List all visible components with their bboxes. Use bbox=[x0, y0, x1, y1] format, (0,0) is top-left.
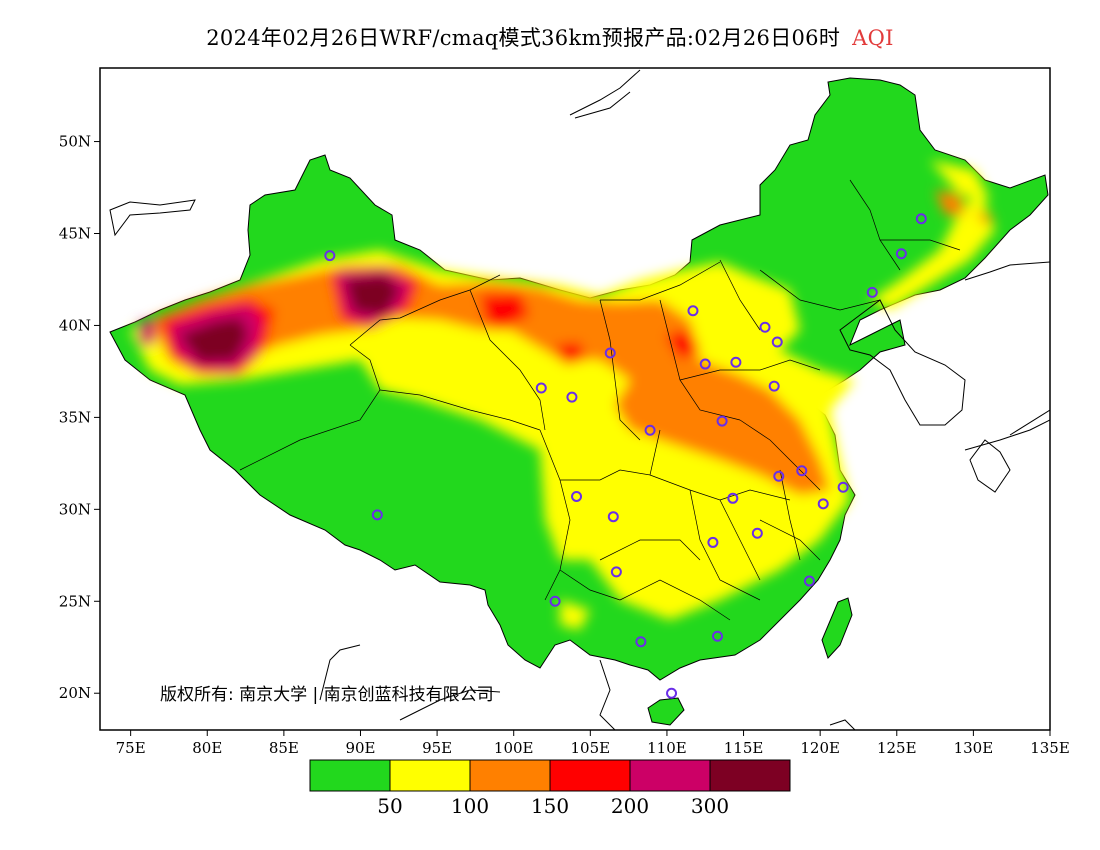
station-marker bbox=[716, 415, 728, 427]
legend-swatch bbox=[549, 759, 631, 792]
lon-tick-label: 95E bbox=[422, 739, 452, 757]
lat-tick-label: 50N bbox=[59, 133, 91, 151]
lat-tick-label: 35N bbox=[59, 408, 91, 426]
station-marker bbox=[895, 248, 907, 260]
station-marker bbox=[707, 536, 719, 548]
station-marker bbox=[712, 630, 723, 642]
legend-swatch bbox=[629, 759, 711, 792]
title-variable: AQI bbox=[852, 26, 894, 50]
station-marker bbox=[666, 687, 678, 699]
lon-tick-label: 110E bbox=[647, 739, 687, 757]
legend-label: 200 bbox=[611, 794, 649, 818]
map-area bbox=[109, 69, 1050, 730]
legend-swatch bbox=[309, 759, 391, 792]
legend-label: 50 bbox=[377, 794, 402, 818]
station-marker bbox=[817, 498, 829, 510]
lat-tick-label: 45N bbox=[59, 225, 91, 243]
legend-label: 100 bbox=[451, 794, 489, 818]
station-marker bbox=[915, 213, 927, 225]
lat-tick-label: 25N bbox=[59, 592, 91, 610]
lon-tick-label: 105E bbox=[571, 739, 611, 757]
lon-tick-label: 75E bbox=[116, 739, 146, 757]
station-marker bbox=[607, 511, 619, 523]
station-marker bbox=[751, 527, 763, 539]
taiwan-island bbox=[821, 597, 853, 659]
station-marker bbox=[730, 356, 742, 368]
title-text: 2024年02月26日WRF/cmaq模式36km预报产品:02月26日06时 bbox=[206, 26, 841, 50]
lon-tick-label: 125E bbox=[877, 739, 917, 757]
station-marker bbox=[371, 509, 383, 521]
station-marker bbox=[796, 465, 808, 477]
legend-label: 150 bbox=[531, 794, 569, 818]
province-borders bbox=[239, 179, 961, 621]
station-marker bbox=[687, 305, 699, 317]
lon-tick-label: 90E bbox=[345, 739, 375, 757]
station-marker bbox=[604, 347, 616, 359]
neighbor-coastlines bbox=[109, 69, 1050, 730]
lon-tick-label: 115E bbox=[724, 739, 764, 757]
legend-label: 300 bbox=[691, 794, 729, 818]
station-marker bbox=[571, 490, 583, 502]
lon-tick-label: 135E bbox=[1030, 739, 1070, 757]
aqi-fields bbox=[130, 160, 995, 630]
map-frame bbox=[99, 67, 1051, 731]
lon-tick-label: 120E bbox=[800, 739, 840, 757]
legend-swatch bbox=[389, 759, 471, 792]
lon-tick-label: 80E bbox=[192, 739, 222, 757]
station-marker bbox=[866, 286, 878, 298]
station-marker bbox=[773, 470, 785, 482]
legend-swatch bbox=[469, 759, 551, 792]
station-marker bbox=[759, 321, 771, 333]
station-marker bbox=[635, 636, 647, 648]
station-marker bbox=[644, 424, 656, 436]
aqi-legend: 50 100 150 200 300 bbox=[309, 759, 791, 818]
station-marker bbox=[837, 481, 849, 493]
map-axes: 75E 80E 85E 90E 95E 100E 105E 110E 115E 120E 125E 1… bbox=[59, 133, 1070, 757]
map-title: 2024年02月26日WRF/cmaq模式36km预报产品:02月26日06时 A… bbox=[0, 22, 1100, 52]
legend-swatch bbox=[709, 759, 791, 792]
station-marker bbox=[768, 380, 780, 392]
lon-tick-label: 130E bbox=[954, 739, 994, 757]
copyright-text: 版权所有: 南京大学 | 南京创蓝科技有限公司 bbox=[160, 685, 494, 705]
station-marker bbox=[535, 382, 547, 394]
station-marker bbox=[699, 358, 711, 370]
station-marker bbox=[610, 566, 622, 578]
lat-tick-label: 30N bbox=[59, 500, 91, 518]
hainan-island bbox=[647, 697, 685, 726]
station-marker bbox=[549, 595, 561, 607]
station-marker bbox=[803, 575, 815, 587]
station-marker bbox=[727, 492, 739, 504]
station-marker bbox=[324, 250, 336, 262]
station-marker bbox=[771, 336, 783, 348]
station-markers bbox=[324, 213, 927, 699]
lon-tick-label: 100E bbox=[494, 739, 534, 757]
station-marker bbox=[566, 391, 578, 403]
lat-tick-label: 20N bbox=[59, 684, 91, 702]
lat-tick-label: 40N bbox=[59, 316, 91, 334]
lon-tick-label: 85E bbox=[269, 739, 299, 757]
